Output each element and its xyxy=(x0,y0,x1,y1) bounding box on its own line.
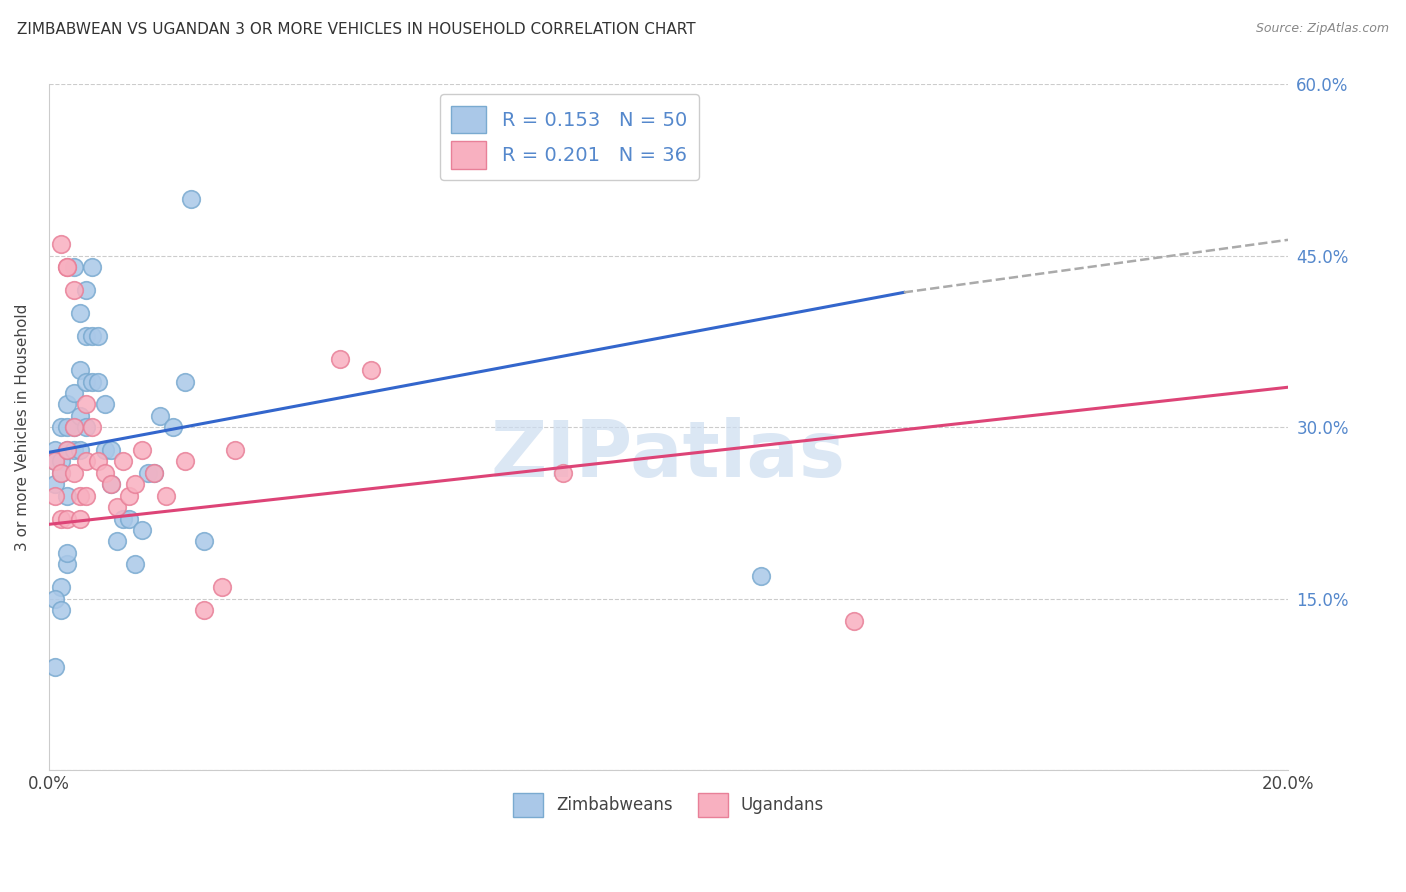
Point xyxy=(360,363,382,377)
Point xyxy=(62,386,84,401)
Point xyxy=(62,466,84,480)
Point xyxy=(82,328,104,343)
Point xyxy=(193,603,215,617)
Point xyxy=(75,397,97,411)
Text: ZIPatlas: ZIPatlas xyxy=(491,417,846,492)
Point xyxy=(49,580,72,594)
Point xyxy=(44,454,66,468)
Point xyxy=(100,477,122,491)
Point xyxy=(174,375,197,389)
Point xyxy=(62,420,84,434)
Point xyxy=(93,466,115,480)
Point xyxy=(75,283,97,297)
Point xyxy=(56,511,79,525)
Point xyxy=(44,489,66,503)
Point xyxy=(56,489,79,503)
Point xyxy=(44,660,66,674)
Point xyxy=(82,420,104,434)
Point xyxy=(75,489,97,503)
Point xyxy=(49,466,72,480)
Point xyxy=(75,375,97,389)
Point xyxy=(75,454,97,468)
Point xyxy=(56,558,79,572)
Point xyxy=(174,454,197,468)
Point xyxy=(62,443,84,458)
Point xyxy=(112,454,135,468)
Point xyxy=(224,443,246,458)
Point xyxy=(56,443,79,458)
Point xyxy=(131,523,153,537)
Text: ZIMBABWEAN VS UGANDAN 3 OR MORE VEHICLES IN HOUSEHOLD CORRELATION CHART: ZIMBABWEAN VS UGANDAN 3 OR MORE VEHICLES… xyxy=(17,22,696,37)
Point xyxy=(44,591,66,606)
Point xyxy=(49,511,72,525)
Point xyxy=(112,511,135,525)
Point xyxy=(136,466,159,480)
Point xyxy=(118,489,141,503)
Point xyxy=(118,511,141,525)
Point xyxy=(211,580,233,594)
Point xyxy=(49,454,72,468)
Point xyxy=(87,454,110,468)
Point xyxy=(749,568,772,582)
Point xyxy=(56,443,79,458)
Point xyxy=(62,283,84,297)
Point xyxy=(100,477,122,491)
Point xyxy=(329,351,352,366)
Point xyxy=(69,511,91,525)
Point xyxy=(75,420,97,434)
Point xyxy=(69,489,91,503)
Point xyxy=(69,409,91,423)
Point xyxy=(69,443,91,458)
Point xyxy=(49,420,72,434)
Point xyxy=(49,466,72,480)
Point xyxy=(551,466,574,480)
Point xyxy=(62,260,84,275)
Point xyxy=(44,443,66,458)
Point xyxy=(82,375,104,389)
Point xyxy=(131,443,153,458)
Point xyxy=(75,328,97,343)
Y-axis label: 3 or more Vehicles in Household: 3 or more Vehicles in Household xyxy=(15,303,30,551)
Point xyxy=(100,443,122,458)
Point xyxy=(56,546,79,560)
Point xyxy=(49,237,72,252)
Point xyxy=(62,420,84,434)
Point xyxy=(143,466,166,480)
Point xyxy=(105,534,128,549)
Point xyxy=(180,192,202,206)
Point xyxy=(844,615,866,629)
Point xyxy=(143,466,166,480)
Point xyxy=(155,489,177,503)
Point xyxy=(82,260,104,275)
Point xyxy=(69,306,91,320)
Point xyxy=(49,603,72,617)
Point xyxy=(44,454,66,468)
Point xyxy=(124,477,146,491)
Point xyxy=(162,420,184,434)
Point xyxy=(56,397,79,411)
Point xyxy=(193,534,215,549)
Point xyxy=(93,443,115,458)
Point xyxy=(44,477,66,491)
Point xyxy=(93,397,115,411)
Point xyxy=(56,260,79,275)
Point xyxy=(149,409,172,423)
Point xyxy=(56,420,79,434)
Text: Source: ZipAtlas.com: Source: ZipAtlas.com xyxy=(1256,22,1389,36)
Point xyxy=(69,363,91,377)
Point xyxy=(87,375,110,389)
Point xyxy=(56,260,79,275)
Point xyxy=(87,328,110,343)
Point xyxy=(124,558,146,572)
Point xyxy=(105,500,128,515)
Legend: Zimbabweans, Ugandans: Zimbabweans, Ugandans xyxy=(506,787,831,823)
